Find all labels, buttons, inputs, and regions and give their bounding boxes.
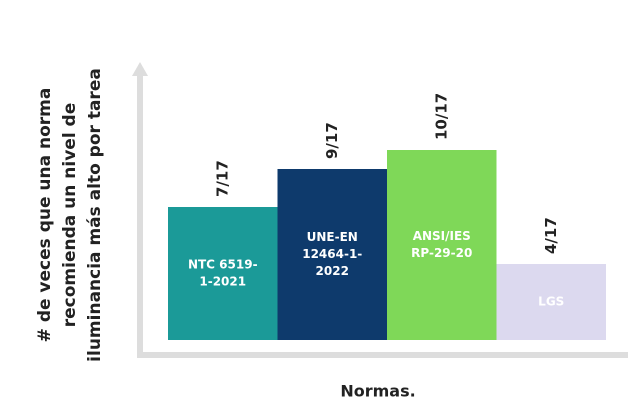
y-axis-label: # de veces que una norma	[35, 88, 55, 343]
category-label: NTC 6519-	[188, 258, 258, 272]
value-label: 10/17	[432, 93, 450, 140]
category-label: 12464-1-	[302, 247, 362, 261]
y-axis-arrow	[132, 62, 148, 76]
y-axis-label: recomienda un nivel de	[60, 103, 80, 328]
category-label: RP-29-20	[411, 246, 472, 260]
category-label: 2022	[316, 264, 349, 278]
category-label: LGS	[538, 295, 564, 309]
bar	[168, 207, 278, 340]
category-label: ANSI/IES	[413, 229, 471, 243]
bar	[277, 169, 387, 340]
category-label: UNE-EN	[307, 230, 358, 244]
category-label: 1-2021	[199, 275, 246, 289]
value-label: 4/17	[542, 217, 560, 254]
bar	[496, 264, 606, 340]
bar	[387, 150, 497, 340]
value-label: 9/17	[323, 122, 341, 159]
y-axis-label: iluminancia más alto por tarea	[85, 68, 105, 362]
value-label: 7/17	[213, 160, 231, 197]
x-axis-label: Normas.	[340, 382, 415, 401]
